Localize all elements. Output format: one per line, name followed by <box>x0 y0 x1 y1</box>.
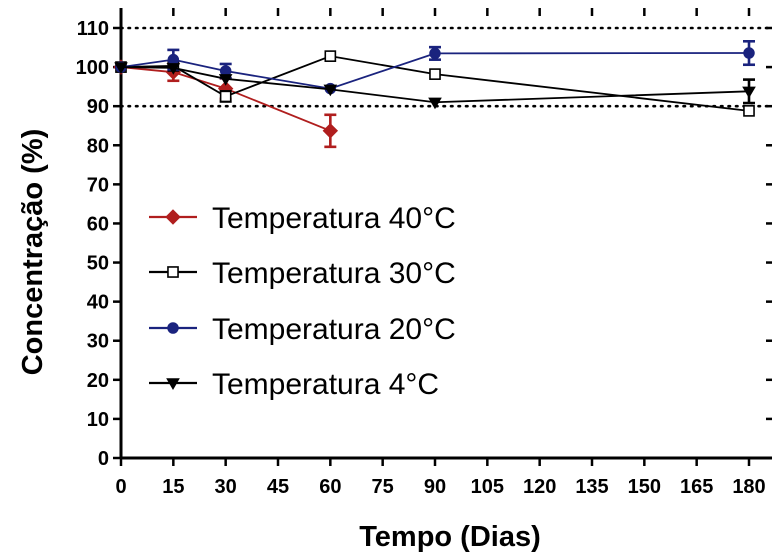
x-tick-label: 45 <box>267 476 289 498</box>
data-point <box>219 90 232 103</box>
axes <box>119 8 772 460</box>
x-tick-label: 90 <box>424 476 446 498</box>
legend-marker <box>167 266 179 278</box>
data-point <box>429 68 441 80</box>
series-layer <box>113 39 756 149</box>
x-axis-title: Tempo (Dias) <box>359 521 541 553</box>
legend: Temperatura 40°C Temperatura 30°C Temperat… <box>149 202 456 401</box>
series-circle <box>115 39 755 95</box>
x-tick-label: 135 <box>575 476 608 498</box>
series-line <box>120 52 750 90</box>
legend-label: Temperatura 4°C <box>212 368 439 401</box>
legend-marker <box>166 378 180 390</box>
x-tick-label: 180 <box>732 476 765 498</box>
x-tick-label: 15 <box>162 476 184 498</box>
legend-marker <box>167 322 179 334</box>
y-tick-label: 50 <box>87 253 109 275</box>
y-tick-label: 90 <box>87 96 109 118</box>
y-tick-label: 40 <box>87 292 109 314</box>
data-point <box>324 50 337 62</box>
legend-label: Temperatura 20°C <box>212 313 456 346</box>
x-tick-label: 165 <box>680 476 713 498</box>
y-tick-label: 110 <box>77 18 109 40</box>
y-axis-title: Concentração (%) <box>17 129 49 376</box>
x-tick-label: 30 <box>215 476 237 498</box>
data-point <box>322 123 339 139</box>
y-tick-label: 60 <box>87 213 109 235</box>
x-tick-label: 60 <box>319 476 341 498</box>
x-tick-label: 75 <box>372 476 394 498</box>
legend-marker <box>165 209 181 225</box>
data-point <box>114 62 128 75</box>
data-point <box>743 47 755 59</box>
series-line <box>120 55 750 112</box>
legend-label: Temperatura 30°C <box>212 257 456 290</box>
data-point <box>218 74 233 86</box>
x-tick-label: 150 <box>628 476 661 498</box>
y-tick-label: 30 <box>87 331 109 353</box>
data-point <box>323 84 338 97</box>
y-tick-label: 0 <box>98 448 109 470</box>
y-tick-label: 80 <box>87 135 109 157</box>
data-point <box>166 63 181 75</box>
y-tick-label: 70 <box>87 174 109 196</box>
legend-label: Temperatura 40°C <box>212 202 456 235</box>
y-axis-ticks: 0 10 20 30 40 50 60 70 80 90 100 110 <box>76 18 121 470</box>
x-tick-label: 120 <box>523 476 556 498</box>
y-tick-label: 100 <box>76 57 109 79</box>
data-point <box>428 97 442 110</box>
reference-lines <box>119 26 774 108</box>
x-tick-label: 0 <box>115 476 126 498</box>
y-tick-label: 20 <box>87 370 109 392</box>
series-line <box>120 66 750 104</box>
data-point <box>743 105 755 117</box>
x-tick-label: 105 <box>471 476 504 498</box>
y-tick-label: 10 <box>87 409 109 431</box>
x-axis-ticks: 0 15 30 45 60 75 90 105 120 135 150 165 180 <box>115 458 766 498</box>
series-triangle-down <box>114 62 756 110</box>
data-point <box>742 86 756 99</box>
data-point <box>429 47 441 60</box>
